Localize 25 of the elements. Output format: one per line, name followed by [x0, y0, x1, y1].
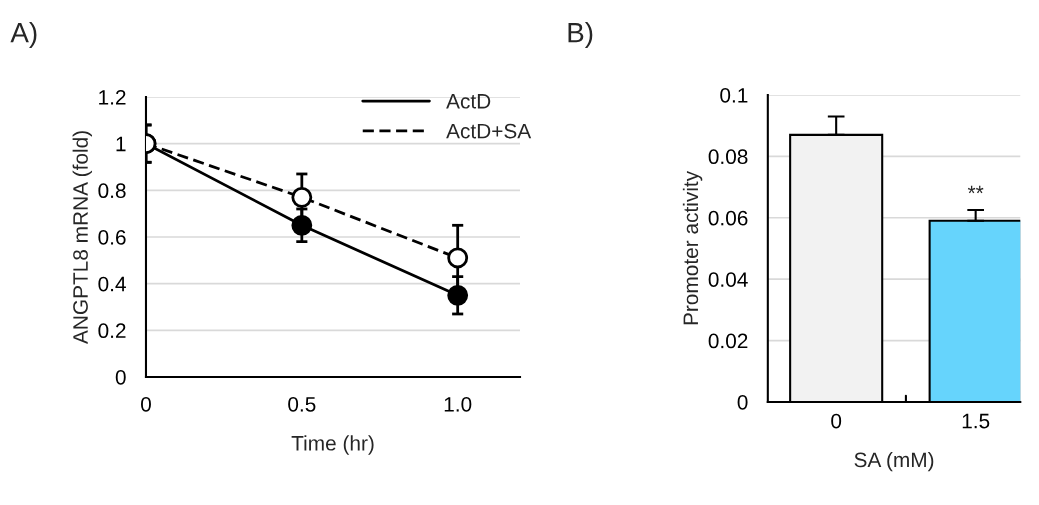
x-tick-label: 1.0: [444, 396, 472, 412]
x-tick-label: 0.5: [288, 396, 316, 412]
y-axis-title: ANGPTL8 mRNA (fold): [72, 131, 93, 345]
x-axis-title: SA (mM): [854, 451, 934, 472]
y-tick-label: 1: [116, 136, 126, 152]
y-tick-label: 0: [115, 369, 126, 385]
y-tick-label: 0.2: [98, 323, 126, 339]
y-tick-label: 0.04: [708, 272, 748, 287]
y-tick-label: 0.4: [98, 276, 126, 292]
chart-title: A): [10, 22, 37, 48]
y-tick-label: 0.02: [708, 333, 748, 349]
y-tick-label: 0.06: [708, 210, 748, 226]
y-tick-label: 0.1: [720, 87, 748, 103]
annotation: **: [967, 185, 984, 194]
y-axis-title: Promoter activity: [682, 170, 703, 325]
legend-label: ActD+SA: [446, 123, 532, 139]
x-tick-label: 1.5: [962, 413, 990, 429]
y-tick-label: 0.6: [98, 229, 126, 245]
y-tick-label: 1.2: [99, 89, 126, 105]
y-tick-label: 0.8: [98, 183, 126, 199]
x-axis-title: Time (hr): [291, 435, 374, 455]
y-tick-label: 0.08: [708, 149, 748, 165]
chart-title: B): [568, 22, 593, 48]
legend-label: ActD: [446, 94, 491, 109]
x-tick-label: 0: [141, 396, 151, 412]
